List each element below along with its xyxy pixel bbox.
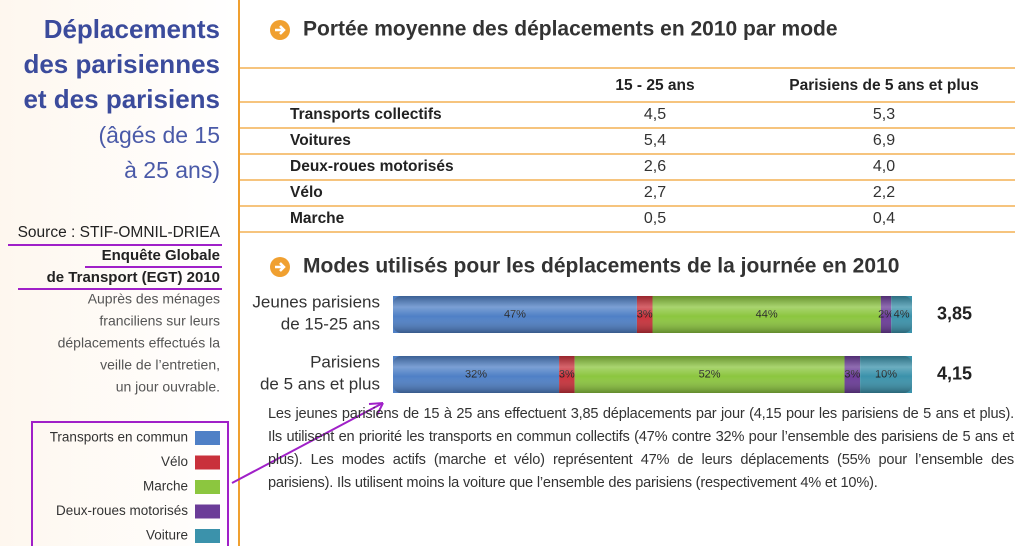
legend-label: Transports en commun — [50, 430, 188, 445]
cell: 6,9 — [873, 132, 895, 149]
legend-swatch — [195, 529, 220, 543]
sidebar-title: et des parisiens — [23, 84, 220, 114]
cell: 2,7 — [644, 184, 666, 201]
series-name: de 5 ans et plus — [260, 374, 380, 393]
annotation — [8, 244, 384, 546]
section-title: Portée moyenne des déplacements en 2010 … — [303, 18, 838, 41]
row-label: Transports collectifs — [290, 106, 442, 123]
note: déplacements effectués la — [58, 335, 221, 351]
cell: 4,0 — [873, 158, 895, 175]
row-label: Marche — [290, 210, 345, 227]
note: un jour ouvrable. — [116, 379, 220, 395]
series-name: de 15-25 ans — [281, 314, 380, 333]
sidebar-title: des parisiennes — [23, 49, 220, 79]
cell: 0,4 — [873, 210, 895, 227]
sidebar-title: Déplacements — [44, 14, 220, 44]
section-icon — [270, 20, 290, 277]
legend-label: Voiture — [146, 528, 188, 543]
sidebar-subtitle: à 25 ans) — [124, 157, 220, 183]
legend-swatch — [195, 480, 220, 494]
section-title: Modes utilisés pour les déplacements de … — [303, 255, 899, 278]
row-label: Vélo — [290, 184, 323, 201]
cell: 5,3 — [873, 106, 895, 123]
column-header: Parisiens de 5 ans et plus — [789, 77, 979, 94]
note: Auprès des ménages — [88, 291, 220, 307]
row-label: Voitures — [290, 132, 351, 149]
cell: 2,6 — [644, 158, 666, 175]
survey: de Transport (EGT) 2010 — [47, 269, 220, 286]
note: franciliens sur leurs — [99, 313, 220, 329]
sidebar-subtitle: (âgés de 15 — [99, 122, 220, 148]
sidebar-bg — [0, 0, 239, 546]
cell: 5,4 — [644, 132, 666, 149]
series-name: Jeunes parisiens — [252, 292, 380, 311]
series-name: Parisiens — [310, 352, 380, 371]
bar-shine — [393, 356, 912, 393]
note: veille de l’entretien, — [100, 357, 220, 373]
bar-total: 4,15 — [937, 363, 972, 383]
legend-swatch — [195, 504, 220, 519]
legend-label: Deux-roues motorisés — [56, 503, 188, 518]
row-label: Deux-roues motorisés — [290, 158, 454, 175]
survey: Enquête Globale — [102, 247, 220, 264]
cell: 2,2 — [873, 184, 895, 201]
legend-label: Marche — [143, 479, 188, 494]
cell: 4,5 — [644, 106, 666, 123]
bar-shine — [393, 296, 912, 333]
paragraph: Les jeunes parisiens de 15 à 25 ans effe… — [268, 406, 1014, 491]
bar-total: 3,85 — [937, 303, 972, 323]
source: Source : STIF-OMNIL-DRIEA — [18, 224, 221, 241]
legend-swatch — [195, 431, 220, 445]
legend-swatch — [195, 455, 220, 470]
cell: 0,5 — [644, 210, 666, 227]
column-header: 15 - 25 ans — [615, 77, 694, 94]
legend-label: Vélo — [161, 454, 188, 469]
